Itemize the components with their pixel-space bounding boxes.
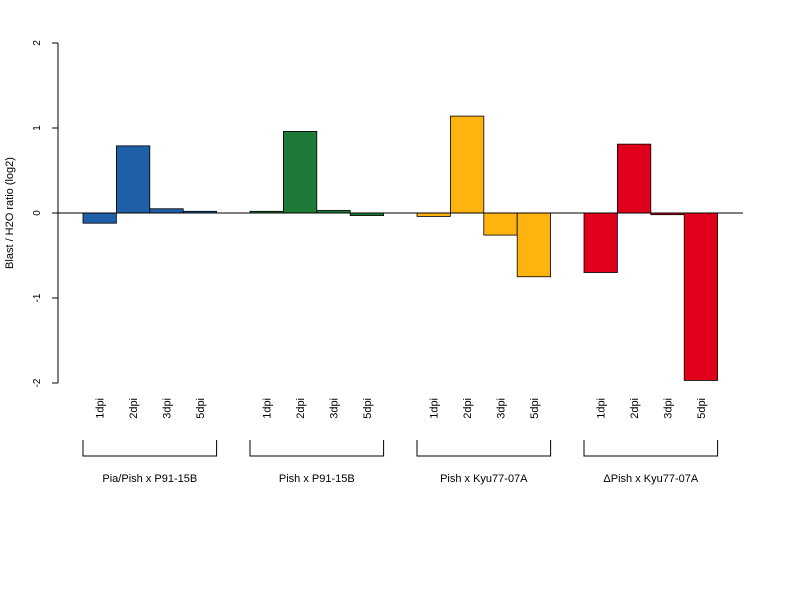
bar [683,212,719,381]
x-tick-label: 3dpi [496,398,508,419]
x-tick-label: 1dpi [95,398,107,419]
x-tick-label: 2dpi [462,398,474,419]
y-axis-label: Blast / H2O ratio (log2) [4,157,16,269]
bar [516,212,552,278]
x-tick-label: 5dpi [529,398,541,419]
x-tick-label: 1dpi [262,398,274,419]
bar [416,212,451,217]
y-tick-label: -2 [32,378,43,387]
bar [82,212,117,224]
x-tick-label: 2dpi [295,398,307,419]
x-tick-label: 3dpi [663,398,675,419]
x-tick-label: 2dpi [629,398,641,419]
group-label: Pish x P91-15B [279,473,355,485]
y-tick-label: 0 [32,210,43,216]
group-bracket [583,440,719,457]
x-tick-label: 2dpi [128,398,140,419]
x-tick-label: 1dpi [596,398,608,419]
x-tick-label: 5dpi [696,398,708,419]
bar [149,208,184,214]
x-tick-label: 3dpi [329,398,341,419]
bar [116,145,151,214]
bar [449,115,485,214]
group-brackets: Pia/Pish x P91-15B Pish x P91-15B Pish x K… [82,440,719,485]
y-tick-label: 2 [32,40,43,46]
x-tick-label: 1dpi [429,398,441,419]
y-tick-label: -1 [32,293,43,302]
x-tick-label: 5dpi [362,398,374,419]
x-tick-labels: 1dpi 2dpi 3dpi 5dpi 1dpi 2dpi 3dpi 5dpi 1dpi 2dpi… [95,398,708,419]
group-bracket [416,440,552,457]
group-bracket [82,440,218,457]
y-tick-label: 1 [32,125,43,131]
bar [617,143,652,214]
bars [82,115,719,381]
bar [483,212,518,236]
x-tick-label: 3dpi [162,398,174,419]
x-tick-label: 5dpi [195,398,207,419]
y-axis: -2 -1 0 1 2 [32,40,59,387]
group-bracket [249,440,385,457]
group-label: ΔPish x Kyu77-07A [603,473,698,485]
group-label: Pish x Kyu77-07A [440,473,528,485]
group-label: Pia/Pish x P91-15B [102,473,197,485]
bar [282,130,318,214]
bar [583,212,618,273]
